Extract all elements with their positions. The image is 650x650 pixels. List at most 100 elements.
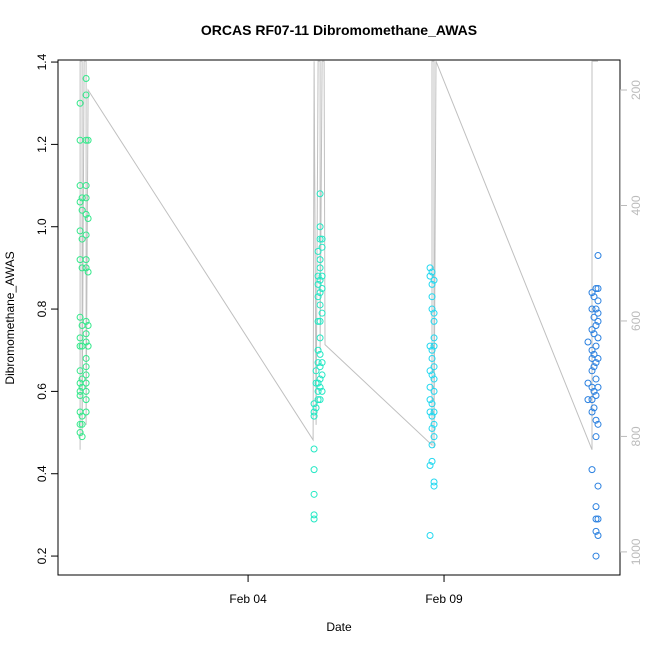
data-point [82,91,90,99]
data-point [592,552,600,560]
y-tick-label: 1.2 [35,136,49,153]
data-point [316,363,324,371]
data-point [426,408,434,416]
data-point [594,252,602,260]
plot-area [76,60,602,560]
y-axis-label: Dibromomethane_AWAS [3,251,17,384]
data-point [78,375,86,383]
data-point [316,223,324,231]
data-point [594,515,602,523]
data-point [426,383,434,391]
data-point [76,313,84,321]
data-point [82,256,90,264]
data-point [588,289,596,297]
data-point [590,387,598,395]
data-point [430,375,438,383]
data-point [592,515,600,523]
data-point [310,408,318,416]
data-point [318,272,326,280]
y2-tick-label: 800 [629,426,643,446]
data-point [318,371,326,379]
data-point [588,367,596,375]
data-point [428,293,436,301]
data-point [428,441,436,449]
data-point [428,457,436,465]
data-point [318,359,326,367]
data-point [316,256,324,264]
data-point [76,429,84,437]
data-point [76,392,84,400]
data-point [312,367,320,375]
data-point [316,375,324,383]
data-point [310,412,318,420]
data-point [592,322,600,330]
data-point [82,75,90,83]
data-point [428,412,436,420]
data-point [318,243,326,251]
y-tick-label: 0.2 [35,547,49,564]
data-point [84,136,92,144]
data-point [314,379,322,387]
data-point [594,482,602,490]
data-point [76,420,84,428]
data-point [592,359,600,367]
data-point [314,317,322,325]
data-point [310,400,318,408]
data-point [316,276,324,284]
data-point [430,334,438,342]
data-point [428,371,436,379]
plot-box [57,59,621,576]
data-point [310,511,318,519]
data-point [84,268,92,276]
data-point [592,375,600,383]
data-point [428,346,436,354]
y2-tick-label: 600 [629,311,643,331]
data-point [78,420,86,428]
data-point [82,363,90,371]
data-point [82,396,90,404]
data-point [82,338,90,346]
data-point [588,326,596,334]
data-point [590,350,598,358]
data-point [78,412,86,420]
data-point [76,334,84,342]
data-point [594,531,602,539]
data-point [592,305,600,313]
data-point [594,334,602,342]
data-point [592,416,600,424]
data-point [310,445,318,453]
data-point [430,478,438,486]
data-point [584,379,592,387]
data-point [592,433,600,441]
data-point [82,264,90,272]
data-point [592,503,600,511]
data-point [318,309,326,317]
y-tick-label: 0.8 [35,300,49,317]
data-point [76,198,84,206]
data-point [592,284,600,292]
data-point [314,293,322,301]
data-point [316,334,324,342]
x-tick-label: Feb 04 [229,592,267,606]
data-point [426,342,434,350]
data-point [426,461,434,469]
data-point [588,346,596,354]
data-point [316,264,324,272]
data-point [310,466,318,474]
data-point [428,400,436,408]
data-point [312,379,320,387]
data-point [316,289,324,297]
data-point [430,309,438,317]
data-point [592,527,600,535]
data-point [76,227,84,235]
data-point [594,317,602,325]
y2-tick-label: 400 [629,195,643,215]
pressure-line [79,60,598,450]
data-point [82,408,90,416]
data-point [84,342,92,350]
data-point [426,531,434,539]
data-point [312,404,320,412]
data-point [588,305,596,313]
data-point [430,387,438,395]
